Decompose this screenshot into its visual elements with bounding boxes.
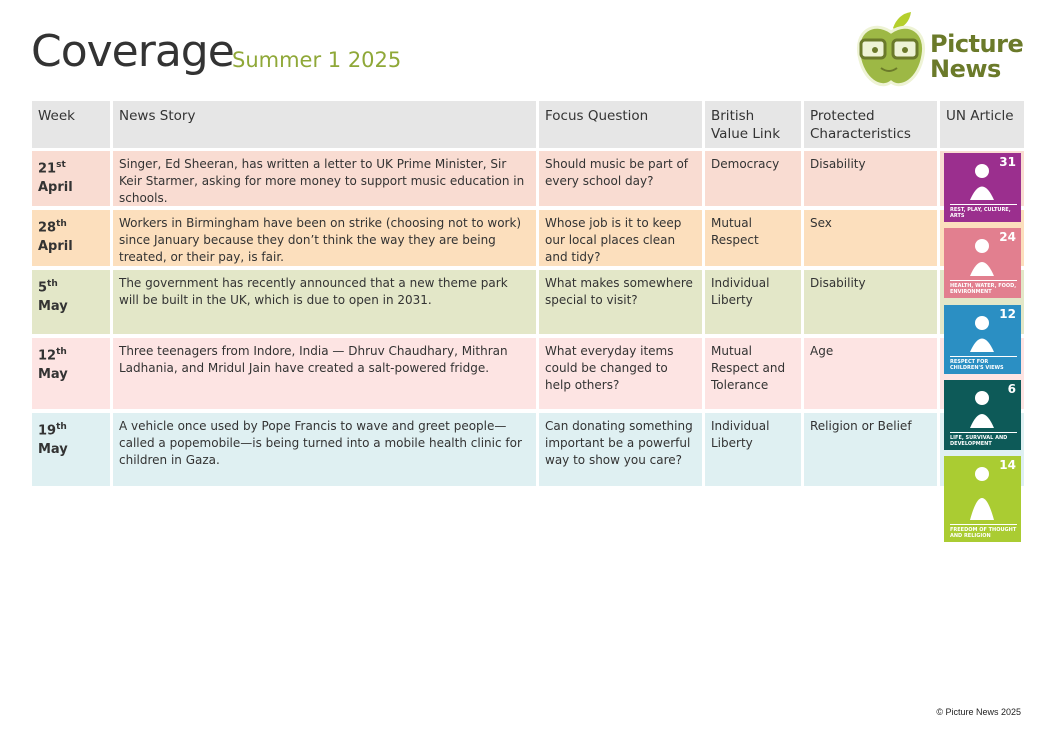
header-week: Week [32, 101, 110, 148]
child-figure-icon [970, 239, 994, 276]
british-value-cell: Mutual Respect [705, 210, 801, 266]
news-story-cell: A vehicle once used by Pope Francis to w… [113, 413, 536, 486]
child-figure-icon [970, 164, 994, 200]
week-month: May [38, 299, 68, 315]
focus-question-cell: Whose job is it to keep our local places… [539, 210, 702, 266]
focus-question-cell: Can donating something important be a po… [539, 413, 702, 486]
news-story-cell: Workers in Birmingham have been on strik… [113, 210, 536, 266]
week-cell: 28th April [32, 210, 110, 266]
header-news-story: News Story [113, 101, 536, 148]
page-title: Coverage [31, 26, 235, 77]
protected-characteristic-cell: Religion or Belief [804, 413, 937, 486]
week-day: 21 [38, 161, 57, 177]
british-value-cell: Mutual Respect and Tolerance [705, 338, 801, 409]
focus-question-cell: What makes somewhere special to visit? [539, 270, 702, 334]
week-cell: 19th May [32, 413, 110, 486]
picture-news-logo: Picture News [853, 10, 1024, 90]
focus-question-cell: Should music be part of every school day… [539, 151, 702, 206]
un-article-badge-14: 14 FREEDOM OF THOUGHT AND RELIGION [944, 456, 1021, 542]
child-figure-icon [970, 316, 994, 352]
protected-characteristic-cell: Disability [804, 270, 937, 334]
apple-icon [856, 12, 926, 87]
week-suffix: th [56, 347, 67, 357]
news-story-cell: The government has recently announced th… [113, 270, 536, 334]
un-article-badge-24: 24 HEALTH, WATER, FOOD, ENVIRONMENT [944, 228, 1021, 298]
news-story-cell: Three teenagers from Indore, India — Dhr… [113, 338, 536, 409]
logo-text: Picture News [930, 30, 1024, 83]
page-subtitle: Summer 1 2025 [232, 48, 402, 72]
protected-characteristic-cell: Disability [804, 151, 937, 206]
british-value-cell: Democracy [705, 151, 801, 206]
week-cell: 5th May [32, 270, 110, 334]
week-cell: 21st April [32, 151, 110, 206]
article-label: RESPECT FOR CHILDREN'S VIEWS [950, 356, 1017, 371]
article-number: 12 [999, 307, 1016, 321]
week-month: April [38, 180, 73, 196]
protected-characteristic-cell: Sex [804, 210, 937, 266]
week-suffix: th [56, 219, 67, 229]
header-british-value: British Value Link [705, 101, 801, 148]
un-article-badge-12: 12 RESPECT FOR CHILDREN'S VIEWS [944, 305, 1021, 374]
british-value-cell: Individual Liberty [705, 413, 801, 486]
article-number: 6 [1007, 382, 1016, 396]
un-article-badge-6: 6 LIFE, SURVIVAL AND DEVELOPMENT [944, 380, 1021, 450]
article-number: 24 [999, 230, 1016, 244]
week-suffix: st [56, 160, 66, 170]
article-label: REST, PLAY, CULTURE, ARTS [950, 204, 1017, 219]
un-article-badge-31: 31 REST, PLAY, CULTURE, ARTS [944, 153, 1021, 222]
week-suffix: th [56, 422, 67, 432]
header-un-article: UN Article [940, 101, 1024, 148]
week-cell: 12th May [32, 338, 110, 409]
news-story-cell: Singer, Ed Sheeran, has written a letter… [113, 151, 536, 206]
header-focus-question: Focus Question [539, 101, 702, 148]
week-day: 28 [38, 220, 57, 236]
header-protected-characteristics: Protected Characteristics [804, 101, 937, 148]
british-value-cell: Individual Liberty [705, 270, 801, 334]
week-month: May [38, 442, 68, 458]
child-figure-icon [970, 391, 994, 428]
week-month: April [38, 239, 73, 255]
child-figure-icon [970, 467, 994, 520]
article-label: LIFE, SURVIVAL AND DEVELOPMENT [950, 432, 1017, 447]
week-day: 5 [38, 280, 48, 296]
copyright: © Picture News 2025 [936, 707, 1021, 717]
week-suffix: th [47, 279, 58, 289]
protected-characteristic-cell: Age [804, 338, 937, 409]
article-number: 31 [999, 155, 1016, 169]
article-number: 14 [999, 458, 1016, 472]
focus-question-cell: What everyday items could be changed to … [539, 338, 702, 409]
week-day: 19 [38, 423, 57, 439]
article-label: FREEDOM OF THOUGHT AND RELIGION [950, 524, 1017, 539]
week-day: 12 [38, 348, 57, 364]
article-label: HEALTH, WATER, FOOD, ENVIRONMENT [950, 280, 1017, 295]
week-month: May [38, 367, 68, 383]
